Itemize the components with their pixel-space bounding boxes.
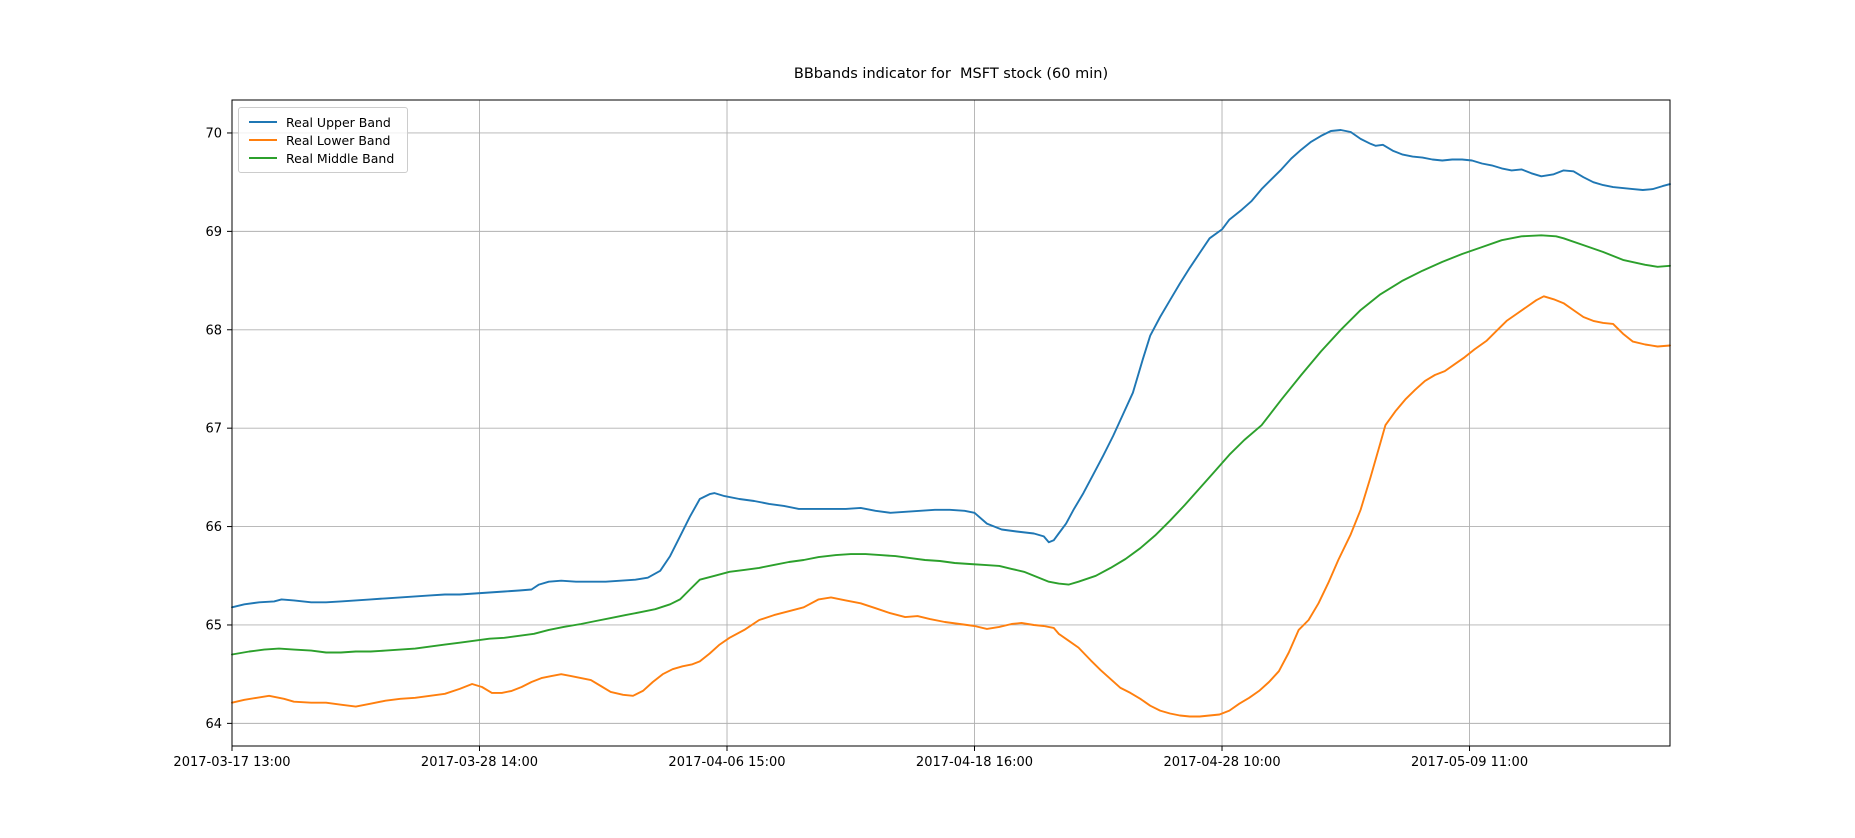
y-tick-label: 68	[205, 323, 222, 338]
series-line-real-lower-band	[231, 295, 1671, 718]
lower-band-line-swatch	[249, 139, 277, 141]
legend-item-upper-band: Real Upper Band	[249, 113, 397, 131]
y-tick-label: 64	[205, 717, 222, 732]
legend-label-upper-band: Real Upper Band	[286, 114, 391, 130]
axes-layer: 2017-03-17 13:00 2017-03-28 14:00 2017-04-…	[173, 99, 1671, 770]
upper-band-line-swatch	[249, 121, 277, 123]
series-line-real-upper-band	[231, 129, 1671, 609]
y-tick-label: 67	[205, 422, 222, 437]
x-tick-label: 2017-03-28 14:00	[421, 755, 538, 770]
grid-layer	[231, 100, 1670, 746]
legend-label-middle-band: Real Middle Band	[286, 150, 395, 166]
legend-label-lower-band: Real Lower Band	[286, 132, 391, 148]
y-tick-label: 66	[205, 520, 222, 535]
series-layer	[231, 129, 1671, 718]
x-tick-label: 2017-05-09 11:00	[1411, 755, 1528, 770]
x-tick-label: 2017-04-06 15:00	[668, 755, 785, 770]
x-tick-label: 2017-04-18 16:00	[916, 755, 1033, 770]
legend-item-lower-band: Real Lower Band	[249, 131, 397, 149]
chart-title: BBbands indicator for MSFT stock (60 min…	[794, 66, 1108, 82]
x-tick-label: 2017-03-17 13:00	[173, 755, 290, 770]
middle-band-line-swatch	[249, 157, 277, 159]
series-line-real-middle-band	[231, 234, 1671, 656]
y-tick-label: 70	[205, 126, 222, 141]
legend: Real Upper Band Real Lower Band Real Mid…	[238, 107, 408, 173]
y-tick-label: 69	[205, 225, 222, 240]
x-tick-label: 2017-04-28 10:00	[1163, 755, 1280, 770]
plot-border	[231, 99, 1671, 747]
y-tick-label: 65	[205, 618, 222, 633]
legend-item-middle-band: Real Middle Band	[249, 149, 397, 167]
